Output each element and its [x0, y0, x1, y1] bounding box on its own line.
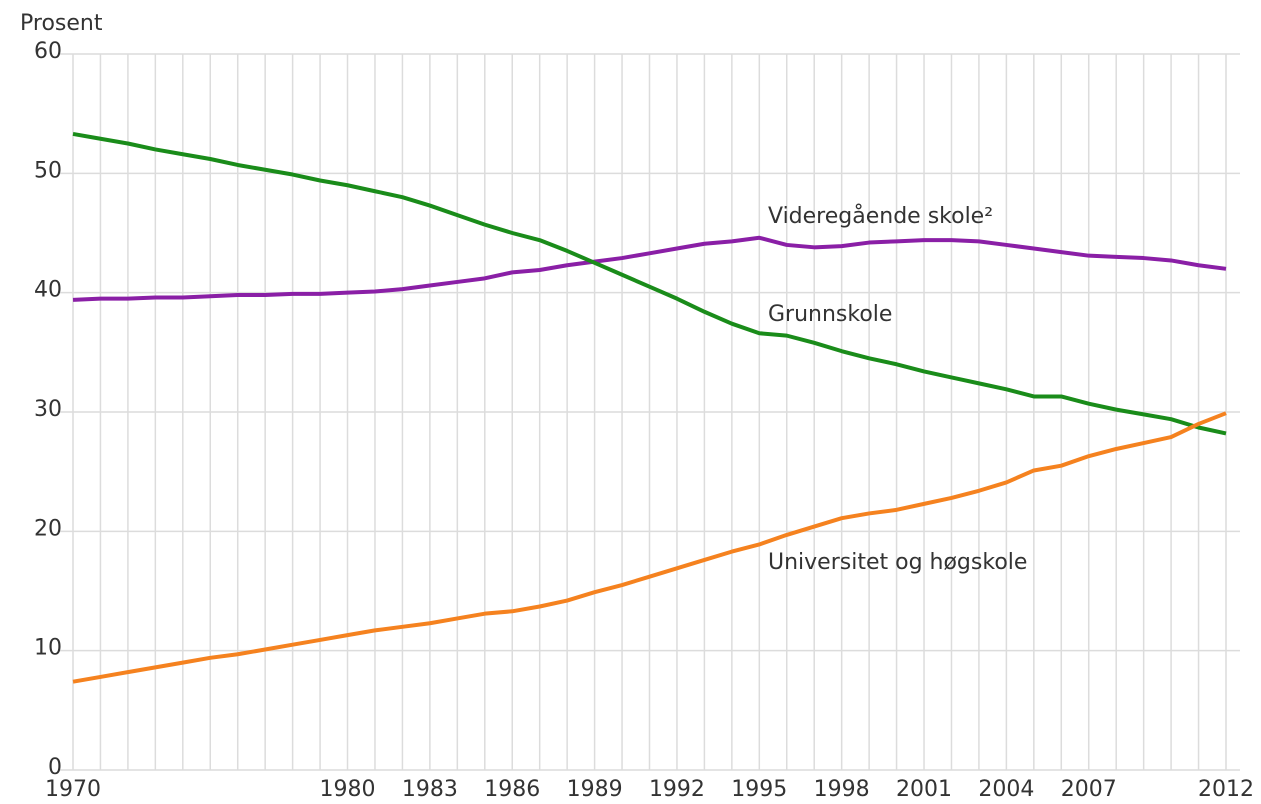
- x-tick-label: 1998: [814, 777, 870, 802]
- x-tick-label: 1970: [45, 777, 101, 802]
- x-tick-label: 2001: [896, 777, 952, 802]
- x-tick-label: 2012: [1198, 777, 1254, 802]
- series-line: [72, 411, 1227, 684]
- x-tick-label: 1983: [402, 777, 458, 802]
- y-tick-label: 10: [34, 636, 62, 661]
- y-tick-label: 30: [34, 397, 62, 422]
- y-tick-label: 40: [34, 278, 62, 303]
- series-label: Universitet og høgskole: [768, 550, 1027, 575]
- series-label: Grunnskole: [768, 302, 892, 327]
- x-tick-label: 1980: [320, 777, 376, 802]
- series-line: [72, 131, 1227, 436]
- series-line: [72, 235, 1227, 302]
- x-tick-label: 2007: [1061, 777, 1117, 802]
- y-axis-label: Prosent: [20, 11, 103, 36]
- y-tick-label: 50: [34, 158, 62, 183]
- x-tick-label: 1989: [567, 777, 623, 802]
- y-tick-label: 60: [34, 39, 62, 64]
- y-tick-label: 0: [48, 755, 62, 780]
- x-tick-label: 1995: [731, 777, 787, 802]
- y-tick-label: 20: [34, 516, 62, 541]
- series-label: Videregående skole²: [768, 203, 993, 229]
- x-tick-label: 1986: [484, 777, 540, 802]
- x-tick-label: 2004: [978, 777, 1034, 802]
- x-tick-label: 1992: [649, 777, 705, 802]
